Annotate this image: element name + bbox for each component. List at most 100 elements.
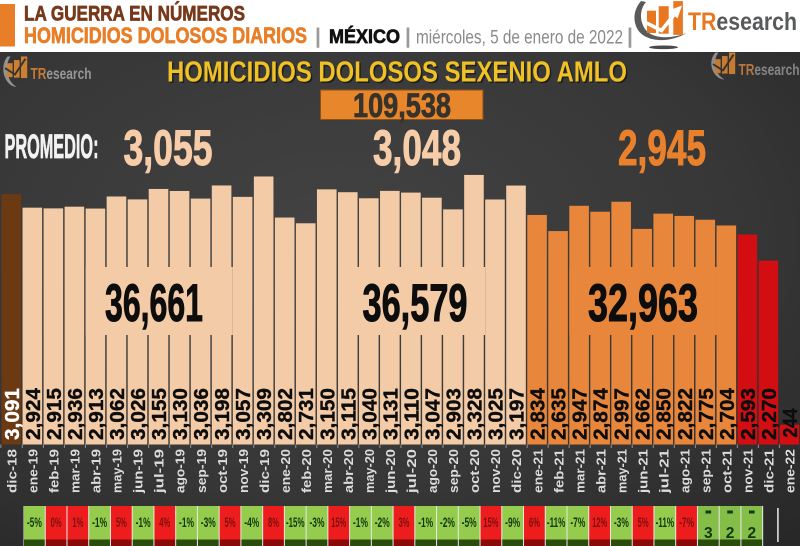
svg-text:5%: 5% xyxy=(638,515,649,530)
svg-text:ene-22: ene-22 xyxy=(783,449,798,493)
svg-text:oct-20: oct-20 xyxy=(467,449,482,493)
svg-text:15%: 15% xyxy=(483,515,498,530)
svg-text:feb-20: feb-20 xyxy=(299,449,314,493)
svg-text:2,775: 2,775 xyxy=(696,388,718,440)
svg-text:3,091: 3,091 xyxy=(2,388,24,440)
svg-text:3,150: 3,150 xyxy=(317,388,339,440)
svg-text:jun-21: jun-21 xyxy=(635,449,650,494)
svg-text:ene-21: ene-21 xyxy=(530,449,545,493)
svg-text:244: 244 xyxy=(780,408,800,438)
svg-text:2,924: 2,924 xyxy=(23,387,45,440)
svg-text:6%: 6% xyxy=(529,515,540,530)
svg-text:3,115: 3,115 xyxy=(338,388,360,440)
svg-text:dic-21: dic-21 xyxy=(762,449,777,493)
svg-text:MÉXICO: MÉXICO xyxy=(329,25,400,48)
svg-text:dic-20: dic-20 xyxy=(509,449,524,493)
svg-text:|: | xyxy=(405,25,411,48)
svg-text:5%: 5% xyxy=(116,515,127,530)
svg-text:3,026: 3,026 xyxy=(128,388,150,440)
svg-text:mar-20: mar-20 xyxy=(320,449,335,493)
svg-text:ago-20: ago-20 xyxy=(425,449,440,493)
svg-text:-1%: -1% xyxy=(418,515,433,530)
svg-text:jun-19: jun-19 xyxy=(131,449,146,494)
svg-text:mar-19: mar-19 xyxy=(68,449,83,493)
svg-text:may-21: may-21 xyxy=(614,449,629,493)
svg-text:TResearch: TResearch xyxy=(31,66,92,83)
svg-text:-5%: -5% xyxy=(462,515,477,530)
svg-text:may-19: may-19 xyxy=(110,449,125,493)
svg-text:36,579: 36,579 xyxy=(363,274,468,333)
svg-text:nov-19: nov-19 xyxy=(236,449,251,493)
svg-text:2,802: 2,802 xyxy=(275,388,297,440)
svg-text:-4%: -4% xyxy=(244,515,259,530)
svg-text:PROMEDIO:: PROMEDIO: xyxy=(5,128,99,166)
svg-text:3,047: 3,047 xyxy=(422,388,444,440)
svg-text:0%: 0% xyxy=(51,515,62,530)
svg-text:32,963: 32,963 xyxy=(588,274,698,333)
svg-text:12%: 12% xyxy=(592,515,607,530)
svg-text:3,055: 3,055 xyxy=(124,120,213,176)
svg-text:109,538: 109,538 xyxy=(353,87,451,125)
svg-text:3,040: 3,040 xyxy=(359,388,381,440)
svg-text:-1%: -1% xyxy=(353,515,368,530)
svg-text:8%: 8% xyxy=(268,515,279,530)
svg-text:oct-19: oct-19 xyxy=(215,449,230,493)
svg-text:3%: 3% xyxy=(398,515,409,530)
svg-text:3,328: 3,328 xyxy=(464,388,486,440)
svg-text:-3%: -3% xyxy=(201,515,216,530)
svg-text:ene-19: ene-19 xyxy=(26,449,41,493)
svg-text:2,662: 2,662 xyxy=(633,388,655,440)
svg-text:TResearch: TResearch xyxy=(688,8,797,36)
svg-text:-1%: -1% xyxy=(136,515,151,530)
svg-text:-11%: -11% xyxy=(547,515,566,530)
svg-text:HOMICIDIOS DOLOSOS DIARIOS: HOMICIDIOS DOLOSOS DIARIOS xyxy=(24,23,307,48)
svg-text:dic-18: dic-18 xyxy=(5,449,20,493)
svg-text:3,131: 3,131 xyxy=(380,388,402,440)
svg-text:3: 3 xyxy=(704,525,713,542)
svg-text:2,635: 2,635 xyxy=(549,388,571,440)
svg-text:3,309: 3,309 xyxy=(254,388,276,440)
svg-text:ago-21: ago-21 xyxy=(677,449,692,493)
svg-text:mar-21: mar-21 xyxy=(572,449,587,493)
svg-text:3,198: 3,198 xyxy=(212,388,234,440)
svg-text:abr-19: abr-19 xyxy=(89,449,104,493)
svg-text:feb-19: feb-19 xyxy=(47,449,62,493)
svg-text:nov-21: nov-21 xyxy=(741,449,756,493)
svg-text:miércoles, 5 de enero de 2022: miércoles, 5 de enero de 2022 xyxy=(416,27,623,49)
svg-text:4%: 4% xyxy=(159,515,170,530)
svg-text:|: | xyxy=(627,25,633,48)
svg-text:LA GUERRA EN NÚMEROS: LA GUERRA EN NÚMEROS xyxy=(24,1,245,26)
svg-text:HOMICIDIOS DOLOSOS SEXENIO AML: HOMICIDIOS DOLOSOS SEXENIO AMLO xyxy=(169,58,629,90)
svg-text:HOMICIDIOS DOLOSOS SEXENIO AML: HOMICIDIOS DOLOSOS SEXENIO AMLO xyxy=(167,57,627,89)
svg-text:3,197: 3,197 xyxy=(507,388,529,440)
svg-text:2,850: 2,850 xyxy=(654,388,676,440)
svg-text:jul-21: jul-21 xyxy=(656,449,671,494)
svg-text:-2%: -2% xyxy=(375,515,390,530)
svg-text:36,661: 36,661 xyxy=(105,274,203,333)
svg-text:-11%: -11% xyxy=(656,515,675,530)
svg-text:-1%: -1% xyxy=(179,515,194,530)
svg-text:|: | xyxy=(315,25,321,48)
svg-text:2,947: 2,947 xyxy=(570,388,592,440)
svg-text:-3%: -3% xyxy=(614,515,629,530)
svg-text:2,913: 2,913 xyxy=(86,388,108,440)
svg-text:abr-21: abr-21 xyxy=(593,449,608,493)
svg-text:ago-19: ago-19 xyxy=(173,449,188,493)
svg-text:jun-20: jun-20 xyxy=(383,449,398,494)
svg-text:feb-21: feb-21 xyxy=(551,449,566,493)
svg-text:jul-20: jul-20 xyxy=(404,449,419,494)
svg-text:-7%: -7% xyxy=(679,515,694,530)
svg-text:2,874: 2,874 xyxy=(591,387,613,440)
svg-text:2,834: 2,834 xyxy=(528,387,550,440)
svg-text:1%: 1% xyxy=(72,515,83,530)
svg-text:-2%: -2% xyxy=(440,515,455,530)
svg-text:-7%: -7% xyxy=(570,515,585,530)
svg-text:-3%: -3% xyxy=(309,515,324,530)
svg-text:15%: 15% xyxy=(331,515,346,530)
svg-text:may-20: may-20 xyxy=(362,449,377,493)
svg-text:sep-20: sep-20 xyxy=(446,449,461,493)
svg-text:2,731: 2,731 xyxy=(296,388,318,440)
svg-text:ene-20: ene-20 xyxy=(278,449,293,493)
svg-text:2,704: 2,704 xyxy=(717,387,739,440)
svg-text:3,057: 3,057 xyxy=(233,388,255,440)
